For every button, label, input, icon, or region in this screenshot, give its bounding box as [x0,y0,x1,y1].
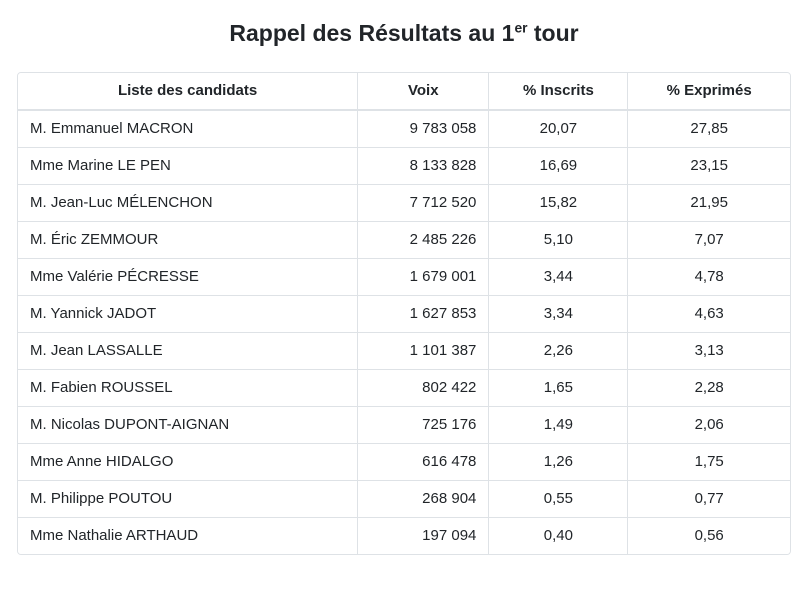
voix-cell: 9 783 058 [357,110,489,148]
inscrits-cell: 1,26 [488,443,628,481]
inscrits-cell: 3,34 [488,295,628,333]
page-title-prefix: Rappel des Résultats au 1 [229,20,515,46]
inscrits-cell: 20,07 [488,110,628,148]
results-table-body: M. Emmanuel MACRON 9 783 058 20,07 27,85 Mme… [18,110,790,554]
candidate-cell: Mme Valérie PÉCRESSE [18,258,358,296]
candidate-cell: M. Fabien ROUSSEL [18,369,358,407]
table-row: Mme Marine LE PEN 8 133 828 16,69 23,15 [18,147,790,185]
voix-cell: 1 101 387 [357,332,489,370]
table-row: M. Philippe POUTOU 268 904 0,55 0,77 [18,480,790,518]
candidate-cell: M. Éric ZEMMOUR [18,221,358,259]
table-row: M. Éric ZEMMOUR 2 485 226 5,10 7,07 [18,221,790,259]
inscrits-cell: 16,69 [488,147,628,185]
column-header-voix: Voix [357,73,489,111]
voix-cell: 616 478 [357,443,489,481]
page-title-superscript: er [514,20,528,36]
page-title-suffix: tour [527,20,579,46]
inscrits-cell: 0,55 [488,480,628,518]
candidate-cell: Mme Nathalie ARTHAUD [18,517,358,554]
exprimes-cell: 4,78 [627,258,790,296]
inscrits-cell: 5,10 [488,221,628,259]
exprimes-cell: 2,28 [627,369,790,407]
header-row: Liste des candidats Voix % Inscrits % Ex… [18,73,790,111]
results-table: Liste des candidats Voix % Inscrits % Ex… [18,73,790,554]
column-header-candidates: Liste des candidats [18,73,358,111]
candidate-cell: M. Yannick JADOT [18,295,358,333]
voix-cell: 2 485 226 [357,221,489,259]
column-header-exprimes: % Exprimés [627,73,790,111]
exprimes-cell: 21,95 [627,184,790,222]
voix-cell: 1 627 853 [357,295,489,333]
table-row: M. Nicolas DUPONT-AIGNAN 725 176 1,49 2,06 [18,406,790,444]
inscrits-cell: 0,40 [488,517,628,554]
candidate-cell: M. Philippe POUTOU [18,480,358,518]
candidate-cell: M. Jean LASSALLE [18,332,358,370]
voix-cell: 7 712 520 [357,184,489,222]
voix-cell: 8 133 828 [357,147,489,185]
table-row: M. Emmanuel MACRON 9 783 058 20,07 27,85 [18,110,790,148]
voix-cell: 268 904 [357,480,489,518]
table-row: M. Fabien ROUSSEL 802 422 1,65 2,28 [18,369,790,407]
exprimes-cell: 1,75 [627,443,790,481]
voix-cell: 725 176 [357,406,489,444]
exprimes-cell: 2,06 [627,406,790,444]
exprimes-cell: 3,13 [627,332,790,370]
results-table-header: Liste des candidats Voix % Inscrits % Ex… [18,73,790,111]
exprimes-cell: 7,07 [627,221,790,259]
candidate-cell: M. Emmanuel MACRON [18,110,358,148]
table-row: Mme Anne HIDALGO 616 478 1,26 1,75 [18,443,790,481]
table-row: M. Yannick JADOT 1 627 853 3,34 4,63 [18,295,790,333]
exprimes-cell: 4,63 [627,295,790,333]
results-table-container: Liste des candidats Voix % Inscrits % Ex… [17,72,791,555]
table-row: Mme Nathalie ARTHAUD 197 094 0,40 0,56 [18,517,790,554]
inscrits-cell: 2,26 [488,332,628,370]
candidate-cell: Mme Marine LE PEN [18,147,358,185]
page-title: Rappel des Résultats au 1er tour [0,18,808,48]
inscrits-cell: 15,82 [488,184,628,222]
exprimes-cell: 0,77 [627,480,790,518]
inscrits-cell: 1,65 [488,369,628,407]
table-row: Mme Valérie PÉCRESSE 1 679 001 3,44 4,78 [18,258,790,296]
column-header-inscrits: % Inscrits [488,73,628,111]
candidate-cell: Mme Anne HIDALGO [18,443,358,481]
voix-cell: 197 094 [357,517,489,554]
exprimes-cell: 27,85 [627,110,790,148]
voix-cell: 802 422 [357,369,489,407]
inscrits-cell: 3,44 [488,258,628,296]
inscrits-cell: 1,49 [488,406,628,444]
voix-cell: 1 679 001 [357,258,489,296]
exprimes-cell: 23,15 [627,147,790,185]
candidate-cell: M. Nicolas DUPONT-AIGNAN [18,406,358,444]
exprimes-cell: 0,56 [627,517,790,554]
table-row: M. Jean-Luc MÉLENCHON 7 712 520 15,82 21,95 [18,184,790,222]
candidate-cell: M. Jean-Luc MÉLENCHON [18,184,358,222]
table-row: M. Jean LASSALLE 1 101 387 2,26 3,13 [18,332,790,370]
